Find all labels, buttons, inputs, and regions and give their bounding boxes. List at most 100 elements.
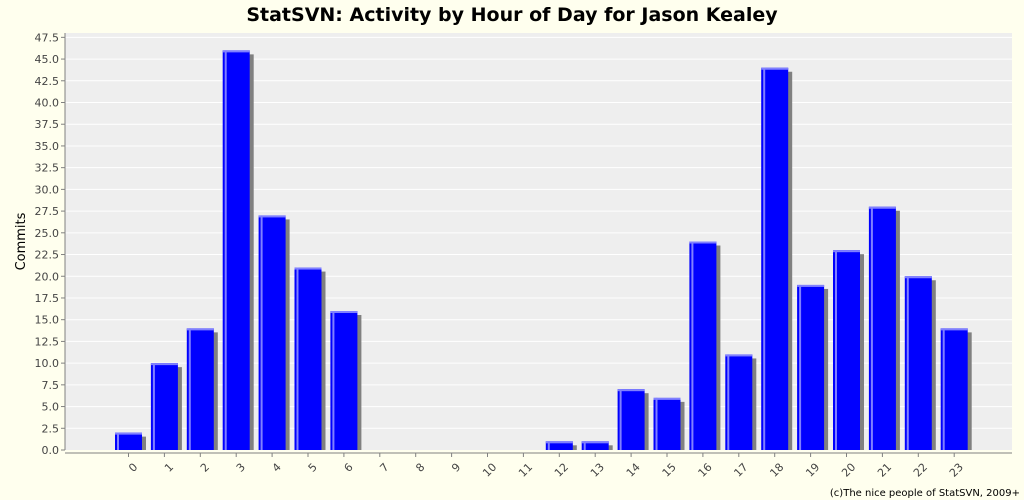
bars: [115, 50, 972, 450]
bar: [653, 397, 681, 450]
bar-hour-14: [617, 389, 649, 450]
x-tick-label: 12: [552, 461, 571, 480]
x-tick-label: 20: [839, 461, 858, 480]
bar-highlight: [619, 389, 622, 450]
x-tick-label: 10: [480, 461, 499, 480]
x-tick-label: 21: [875, 461, 894, 480]
bar-highlight: [691, 241, 694, 450]
bar: [545, 441, 573, 450]
x-tick-label: 5: [306, 461, 320, 475]
y-tick-label: 40.0: [35, 97, 60, 110]
y-tick-label: 45.0: [35, 53, 60, 66]
bar-top-highlight: [150, 363, 178, 366]
bar-hour-12: [545, 441, 577, 450]
x-tick-label: 18: [767, 461, 786, 480]
bar: [761, 67, 789, 450]
bar-top-highlight: [545, 441, 573, 444]
y-tick-label: 5.0: [42, 401, 60, 414]
x-tick-label: 0: [126, 461, 140, 475]
bar: [833, 250, 860, 450]
bar-hour-13: [581, 441, 613, 450]
x-tick-label: 2: [198, 461, 212, 475]
bar-highlight: [870, 206, 873, 450]
y-tick-label: 20.0: [35, 270, 60, 283]
bar-top-highlight: [186, 328, 214, 331]
bar-hour-4: [258, 215, 290, 450]
bar-highlight: [942, 328, 945, 450]
y-tick-label: 37.5: [35, 118, 60, 131]
y-tick-label: 30.0: [35, 183, 60, 196]
x-tick-labels: 0 1 2 3 4 5 6 7 8 9 10 11 12 13 14 15 16 17 18 19 20 21 22 23: [126, 461, 966, 480]
x-tick-label: 7: [377, 461, 391, 475]
x-tick-label: 15: [660, 461, 679, 480]
bar-highlight: [547, 441, 550, 450]
bar-hour-15: [653, 397, 685, 450]
y-tick-label: 2.5: [42, 422, 60, 435]
bar-top-highlight: [115, 432, 142, 435]
x-tick-label: 17: [731, 461, 750, 480]
y-tick-label: 17.5: [35, 292, 60, 305]
bar-hour-21: [868, 206, 900, 450]
bar-top-highlight: [797, 284, 825, 287]
x-tick-label: 4: [270, 461, 284, 475]
bar-highlight: [152, 363, 155, 450]
bar-top-highlight: [258, 215, 286, 218]
bar-highlight: [117, 432, 119, 450]
axes: [61, 33, 1012, 457]
bar: [725, 354, 753, 450]
y-tick-label: 7.5: [42, 379, 60, 392]
y-tick-label: 32.5: [35, 162, 60, 175]
x-tick-label: 6: [342, 461, 356, 475]
x-tick-label: 13: [588, 461, 607, 480]
bar: [617, 389, 645, 450]
bar: [330, 311, 358, 450]
bar-highlight: [655, 397, 658, 450]
bar-top-highlight: [222, 50, 250, 53]
bar-hour-23: [940, 328, 972, 450]
chart-title: StatSVN: Activity by Hour of Day for Jas…: [246, 4, 778, 26]
bar-top-highlight: [294, 267, 322, 270]
bar-highlight: [260, 215, 263, 450]
bar-highlight: [296, 267, 299, 450]
bar-highlight: [799, 284, 802, 450]
y-tick-label: 35.0: [35, 140, 60, 153]
bar-hour-0: [115, 432, 146, 450]
bar-hour-19: [797, 284, 829, 450]
x-tick-label: 23: [947, 461, 966, 480]
bar-highlight: [763, 67, 766, 450]
bar-highlight: [188, 328, 191, 450]
bar: [689, 241, 717, 450]
bar-top-highlight: [330, 311, 358, 313]
x-tick-label: 16: [696, 461, 715, 480]
bar: [222, 50, 250, 450]
bar-highlight: [835, 250, 837, 450]
x-tick-label: 1: [162, 461, 176, 475]
bar-top-highlight: [833, 250, 860, 253]
bar: [581, 441, 609, 450]
y-tick-label: 25.0: [35, 227, 60, 240]
bar: [294, 267, 322, 450]
x-tick-label: 3: [234, 461, 248, 475]
bar-top-highlight: [581, 441, 609, 444]
bar: [797, 284, 825, 450]
x-tick-label: 19: [803, 461, 822, 480]
x-tick-label: 8: [413, 461, 427, 475]
bar-hour-22: [904, 276, 936, 450]
bar-top-highlight: [617, 389, 645, 392]
bar-top-highlight: [653, 397, 681, 400]
y-tick-label: 0.0: [42, 444, 60, 457]
bar: [904, 276, 932, 450]
bar-top-highlight: [940, 328, 968, 331]
bar-top-highlight: [868, 206, 896, 209]
bar: [940, 328, 968, 450]
y-tick-label: 15.0: [35, 314, 60, 327]
y-tick-labels: 0.0 2.5 5.0 7.5 10.0 12.5 15.0 17.5 20.0 22.5 25.0…: [35, 31, 60, 457]
y-axis-label: Commits: [14, 212, 29, 270]
copyright-footer: (c)The nice people of StatSVN, 2009+: [830, 488, 1020, 499]
bar-hour-3: [222, 50, 254, 450]
bar-highlight: [583, 441, 586, 450]
bar-hour-18: [761, 67, 793, 450]
bar-hour-2: [186, 328, 218, 450]
bar-highlight: [906, 276, 909, 450]
bar-hour-1: [150, 363, 182, 450]
